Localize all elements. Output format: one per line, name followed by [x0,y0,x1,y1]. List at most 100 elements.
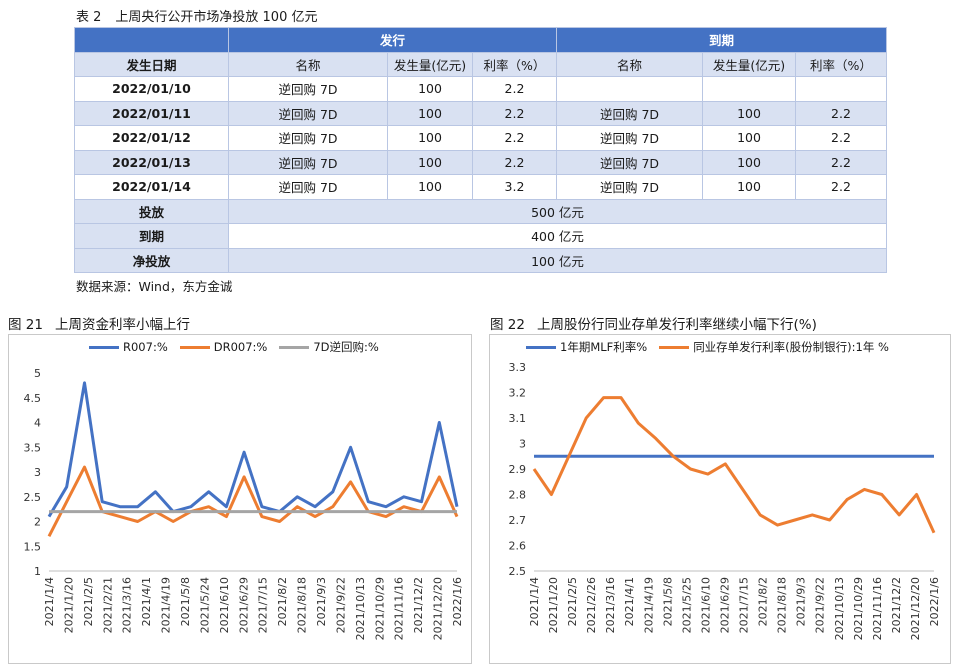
col-header-issue-amount: 发生量(亿元) [387,51,473,77]
open-market-table: 发行 到期 发生日期 名称 发生量(亿元) 利率（%） 名称 发生量(亿元) 利… [74,27,887,273]
x-tick-label: 2021/3/16 [121,577,134,633]
cell-maturity-rate: 2.2 [795,125,887,151]
x-tick-label: 2021/5/8 [661,577,674,626]
y-tick-label: 3 [34,466,41,479]
cell-issue-name: 逆回购 7D [228,125,388,151]
legend-label: R007:% [123,340,168,354]
y-tick-label: 2.7 [509,514,527,527]
y-tick-label: 1 [34,565,41,578]
x-tick-label: 2021/2/5 [566,577,579,626]
x-tick-label: 2021/2/5 [82,577,95,626]
cell-issue-rate: 2.2 [472,76,557,102]
x-tick-label: 2021/12/20 [432,577,445,640]
legend-swatch [279,345,310,349]
group-header-maturity: 到期 [556,27,887,53]
x-tick-label: 2022/1/6 [451,577,464,626]
col-header-maturity-name: 名称 [556,51,703,77]
cell-issue-amount: 100 [387,149,473,175]
legend-swatch [179,345,210,349]
legend-item: DR007:% [179,339,267,355]
cell-maturity-amount: 100 [702,100,796,126]
x-tick-label: 2021/8/2 [757,577,770,626]
cell-maturity-amount [702,76,796,102]
summary-label: 投放 [74,198,229,224]
table-row: 2022/01/12 逆回购 7D 100 2.2 逆回购 7D 100 2.2 [74,125,887,151]
summary-value: 100 亿元 [228,247,887,273]
x-tick-label: 2021/4/19 [160,577,173,633]
x-tick-label: 2021/4/19 [642,577,655,633]
figure21-number: 图 21 [8,317,43,333]
series-line-1 [532,396,936,534]
cell-issue-name: 逆回购 7D [228,149,388,175]
y-tick-label: 3 [519,438,526,451]
x-tick-label: 2021/10/29 [852,577,865,640]
legend-item: 同业存单发行利率(股份制银行):1年 % [659,339,889,355]
y-tick-label: 2.5 [24,491,42,504]
y-tick-label: 1.5 [24,540,42,553]
cell-date: 2022/01/10 [74,76,229,102]
x-tick-label: 2021/11/16 [393,577,406,640]
cell-maturity-name [556,76,703,102]
x-tick-label: 2021/6/29 [718,577,731,633]
figure22-number: 图 22 [490,317,525,333]
table-row: 2022/01/13 逆回购 7D 100 2.2 逆回购 7D 100 2.2 [74,149,887,175]
summary-row: 到期 400 亿元 [74,223,887,249]
x-tick-label: 2021/7/15 [257,577,270,633]
x-tick-label: 2021/1/20 [62,577,75,633]
summary-value: 400 亿元 [228,223,887,249]
table-row: 2022/01/14 逆回购 7D 100 3.2 逆回购 7D 100 2.2 [74,174,887,200]
chart22-legend: 1年期MLF利率% 同业存单发行利率(股份制银行):1年 % [526,339,901,355]
x-tick-label: 2021/11/16 [871,577,884,640]
cell-date: 2022/01/11 [74,100,229,126]
cell-date: 2022/01/13 [74,149,229,175]
cell-issue-name: 逆回购 7D [228,174,388,200]
table-caption-number: 表 2 [76,10,102,25]
x-tick-label: 2021/8/18 [296,577,309,633]
x-tick-label: 2021/1/20 [547,577,560,633]
cell-issue-amount: 100 [387,76,473,102]
cell-maturity-rate [795,76,887,102]
x-tick-label: 2021/9/22 [814,577,827,633]
summary-row: 投放 500 亿元 [74,198,887,224]
legend-label: 同业存单发行利率(股份制银行):1年 % [693,340,889,354]
table-source: 数据来源：Wind，东方金诚 [76,279,233,294]
cell-maturity-rate: 2.2 [795,100,887,126]
y-tick-label: 2.6 [509,540,527,553]
y-tick-label: 2.5 [509,565,527,578]
x-tick-label: 2021/2/26 [585,577,598,633]
cell-maturity-amount: 100 [702,149,796,175]
group-header-issue: 发行 [228,27,557,53]
cell-maturity-amount: 100 [702,125,796,151]
x-tick-label: 2021/3/16 [604,577,617,633]
cell-maturity-rate: 2.2 [795,174,887,200]
x-tick-label: 2021/9/3 [795,577,808,626]
figure22-title: 上周股份行同业存单发行利率继续小幅下行(%) [536,317,817,333]
table-caption-title: 上周央行公开市场净投放 100 亿元 [115,10,318,25]
legend-swatch [89,345,119,349]
x-tick-label: 2021/10/29 [373,577,386,640]
x-tick-label: 2021/6/10 [218,577,231,633]
cell-maturity-name: 逆回购 7D [556,100,703,126]
cell-maturity-amount: 100 [702,174,796,200]
x-tick-label: 2021/10/13 [354,577,367,640]
x-tick-label: 2021/5/8 [179,577,192,626]
chart21-plot: 1 1.5 2 2.5 3 3.5 4 4.5 5 2021/1/4 2021/1/20 2021/2… [24,367,465,640]
x-tick-label: 2021/4/1 [623,577,636,626]
legend-swatch [659,345,690,349]
col-header-date: 发生日期 [74,51,229,77]
table-row: 2022/01/11 逆回购 7D 100 2.2 逆回购 7D 100 2.2 [74,100,887,126]
x-tick-label: 2021/9/22 [334,577,347,633]
x-tick-label: 2021/6/29 [237,577,250,633]
chart22-plot: 2.5 2.6 2.7 2.8 2.9 3 3.1 3.2 3.3 2021/1/4 2021/1/… [509,361,942,640]
ncd-rate-chart: 1年期MLF利率% 同业存单发行利率(股份制银行):1年 % 2.5 2.6 2.7… [489,334,951,664]
x-tick-label: 2021/10/13 [833,577,846,640]
header-blank [74,27,229,53]
x-tick-label: 2021/7/15 [738,577,751,633]
cell-maturity-rate: 2.2 [795,149,887,175]
col-header-maturity-rate: 利率（%） [795,51,887,77]
legend-item: 7D逆回购:% [279,339,379,355]
cell-date: 2022/01/14 [74,174,229,200]
table-caption: 表 2 上周央行公开市场净投放 100 亿元 [76,6,317,25]
y-tick-label: 4.5 [24,392,42,405]
y-tick-label: 2.8 [509,489,527,502]
